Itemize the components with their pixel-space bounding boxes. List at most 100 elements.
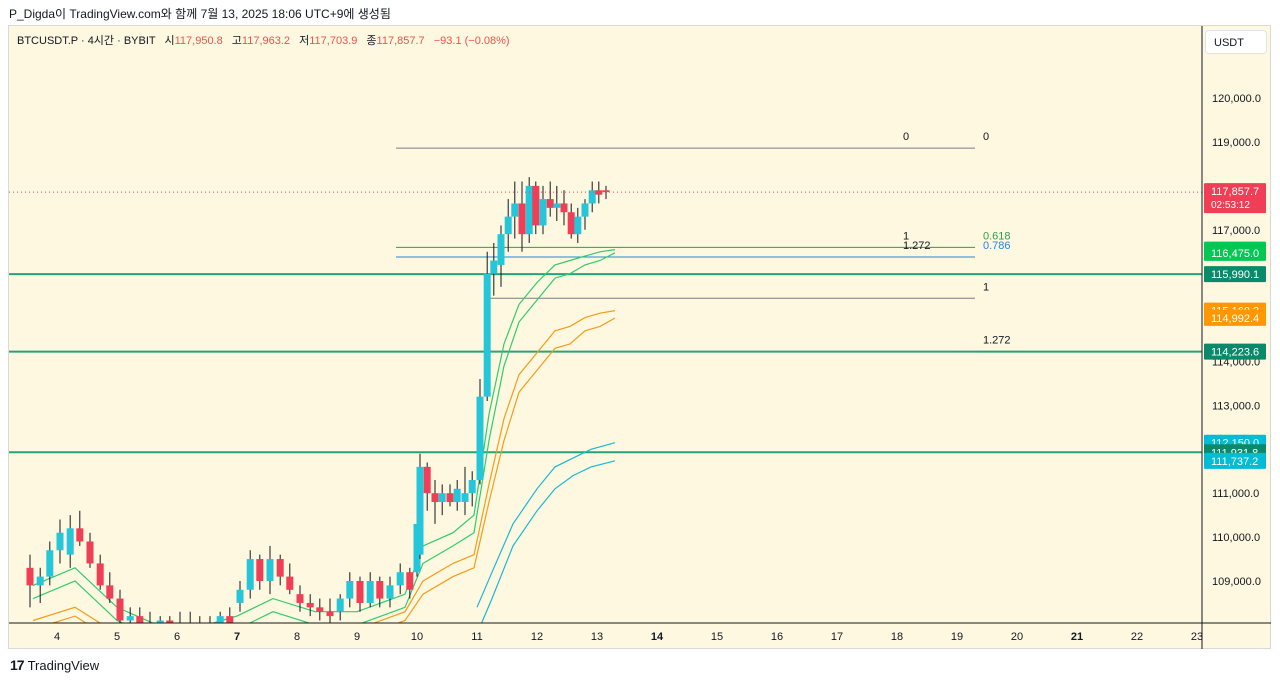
candle-body xyxy=(76,528,84,542)
candle-body xyxy=(156,620,164,623)
candle-body xyxy=(306,602,314,608)
x-tick-label: 6 xyxy=(174,631,180,643)
open-label: 시 xyxy=(164,35,175,47)
x-tick-label: 19 xyxy=(951,631,963,643)
footer-brand: 17 TradingView xyxy=(10,657,99,673)
candle-body xyxy=(446,493,454,502)
candle-body xyxy=(574,216,582,235)
current-price-tag xyxy=(1204,183,1266,214)
candle-body xyxy=(336,598,344,612)
candle-body xyxy=(276,559,284,577)
candle-body xyxy=(468,480,476,494)
candle-body xyxy=(511,203,519,217)
candle-body xyxy=(96,563,104,586)
candle-body xyxy=(187,625,194,634)
x-tick-label: 10 xyxy=(411,631,423,643)
candle-body xyxy=(525,185,533,235)
high-value: 117,963.2 xyxy=(241,35,291,47)
candle-body xyxy=(266,559,274,581)
candle-body xyxy=(346,581,354,599)
footer-brand-label: TradingView xyxy=(27,657,100,673)
candle-body xyxy=(532,185,540,226)
candle-body xyxy=(567,212,575,235)
candle-body xyxy=(588,190,596,204)
candle-body xyxy=(581,203,589,217)
candle-body xyxy=(26,567,34,586)
change-value: −93.1 (−0.08%) xyxy=(433,35,510,47)
price-tag-label: 114,992.4 xyxy=(1211,313,1259,325)
band-cyan-upper xyxy=(476,442,616,608)
candle-body xyxy=(166,620,174,623)
candle-body xyxy=(286,576,294,590)
candle-body xyxy=(423,466,431,494)
candle-body xyxy=(66,528,74,555)
candle-body xyxy=(602,190,610,193)
candle-body xyxy=(136,616,144,623)
currency-button[interactable]: USDT xyxy=(1205,30,1267,54)
band-cyan-lower xyxy=(480,460,616,623)
candle-body xyxy=(116,598,124,621)
candle-body xyxy=(483,273,491,397)
x-tick-label: 14 xyxy=(651,631,664,643)
fib-right-label: 0.786 xyxy=(983,240,1011,252)
candle-body xyxy=(256,559,264,581)
candle-body xyxy=(36,576,44,586)
candle-body xyxy=(560,203,568,213)
chart-caption: P_Digda이 TradingView.com와 함께 7월 13, 2025… xyxy=(9,7,391,21)
candle-body xyxy=(226,616,234,623)
candle-body xyxy=(416,466,424,555)
candle-body xyxy=(539,199,547,226)
plot-area[interactable] xyxy=(9,147,1202,655)
fib-right-label: 1.272 xyxy=(983,335,1011,347)
candle-body xyxy=(126,616,134,621)
candle-body xyxy=(316,607,324,612)
y-tick-label: 110,000.0 xyxy=(1212,532,1260,544)
x-tick-label: 12 xyxy=(531,631,543,643)
x-tick-label: 23 xyxy=(1191,631,1203,643)
y-tick-label: 120,000.0 xyxy=(1212,93,1261,105)
price-tag-box xyxy=(1204,452,1266,469)
y-tick-label: 113,000.0 xyxy=(1212,400,1260,412)
candle-body xyxy=(490,260,498,274)
fib-right-label: 0 xyxy=(983,131,989,143)
fib-right-label: 0.618 xyxy=(983,230,1011,242)
candle-body xyxy=(86,541,94,564)
x-tick-label: 20 xyxy=(1011,631,1023,643)
x-tick-label: 5 xyxy=(114,631,120,643)
candle-body xyxy=(546,199,554,208)
y-tick-label: 109,000.0 xyxy=(1212,576,1261,588)
candle-body xyxy=(406,572,414,590)
x-tick-label: 9 xyxy=(354,631,360,643)
close-label: 종 xyxy=(366,35,377,47)
candle-body xyxy=(504,216,512,235)
price-tag-label: 114,223.6 xyxy=(1211,347,1259,359)
symbol-label[interactable]: BTCUSDT.P · 4시간 · BYBIT xyxy=(17,35,156,47)
band-orange-lower xyxy=(51,317,616,623)
countdown-label: 02:53:12 xyxy=(1211,200,1250,211)
price-tag-box xyxy=(1204,244,1266,261)
symbol-legend: BTCUSDT.P · 4시간 · BYBIT 시117,950.8 고117,… xyxy=(17,32,510,48)
x-tick-label: 15 xyxy=(711,631,723,643)
candle-body xyxy=(196,625,203,634)
price-tag-box xyxy=(1204,266,1266,283)
candle-body xyxy=(207,625,214,629)
candle-body xyxy=(366,581,374,603)
tradingview-logo-icon: 17 xyxy=(10,657,25,673)
chart-frame[interactable] xyxy=(8,25,1271,649)
x-tick-label: 18 xyxy=(891,631,903,643)
x-tick-label: 4 xyxy=(54,631,60,643)
x-tick-label: 8 xyxy=(294,631,300,643)
price-tag-box xyxy=(1204,343,1266,360)
candle-body xyxy=(553,203,561,208)
candle-body xyxy=(236,589,244,603)
candle-body xyxy=(56,532,64,551)
candle-body xyxy=(296,594,304,603)
candle-body xyxy=(386,585,394,599)
low-value: 117,703.9 xyxy=(309,35,358,47)
price-tag-box xyxy=(1204,309,1266,326)
candle-body xyxy=(595,190,603,195)
price-tag-label: 111,737.2 xyxy=(1211,456,1258,468)
candle-body xyxy=(106,585,114,599)
band-green-upper xyxy=(32,249,616,623)
